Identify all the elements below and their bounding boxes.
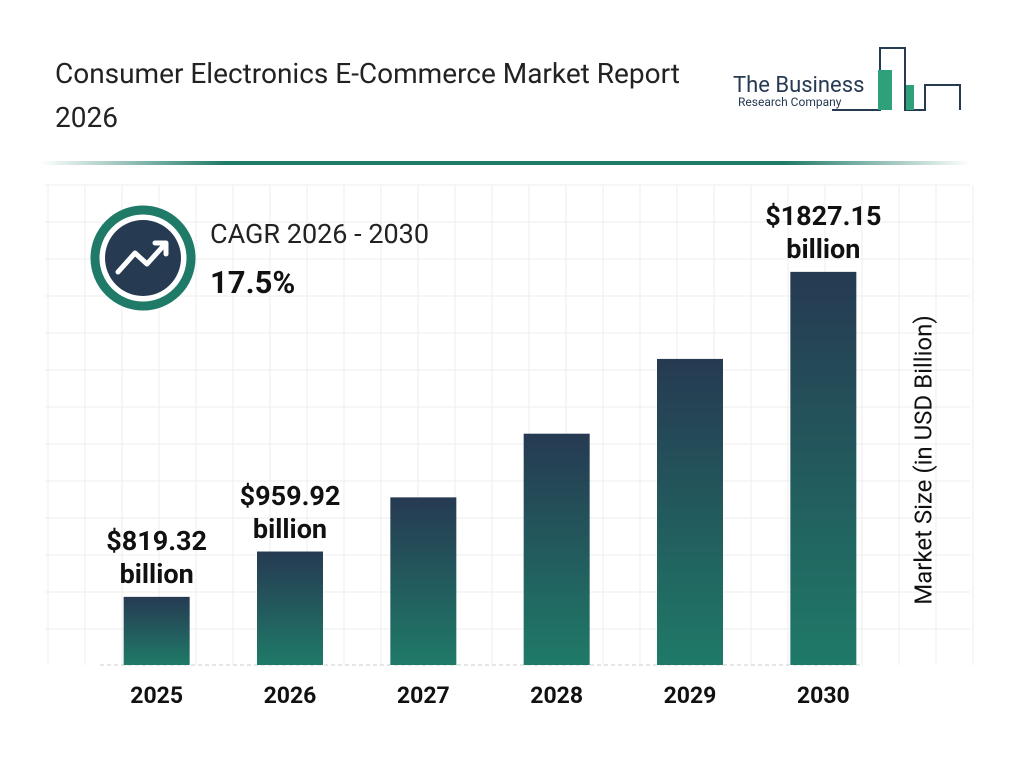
value-label: $959.92 billion: [239, 479, 341, 545]
bar: [257, 551, 323, 665]
divider: [40, 161, 970, 165]
bar: [123, 596, 190, 665]
x-tick-label: 2030: [797, 682, 850, 709]
logo-line2: Research Company: [738, 95, 842, 109]
bar: [390, 497, 457, 665]
x-tick-label: 2025: [130, 682, 183, 709]
cagr-value: 17.5%: [210, 264, 295, 301]
x-tick-label: 2026: [264, 682, 317, 709]
cagr-label: CAGR 2026 - 2030: [210, 218, 429, 250]
y-axis-label: Market Size (in USD Billion): [909, 315, 937, 604]
cagr-icon: [90, 205, 196, 311]
value-label: $819.32 billion: [106, 524, 208, 590]
x-tick-label: 2028: [530, 682, 583, 709]
title: Consumer Electronics E-Commerce Market R…: [55, 57, 680, 134]
x-tick-label: 2027: [397, 682, 450, 709]
value-label: $1827.15 billion: [765, 199, 882, 265]
logo: The Business Research Company: [733, 47, 961, 111]
bar: [657, 358, 723, 665]
bar: [523, 433, 590, 665]
logo-line1: The Business: [733, 73, 864, 98]
bar: [790, 271, 857, 665]
x-tick-label: 2029: [664, 682, 717, 709]
